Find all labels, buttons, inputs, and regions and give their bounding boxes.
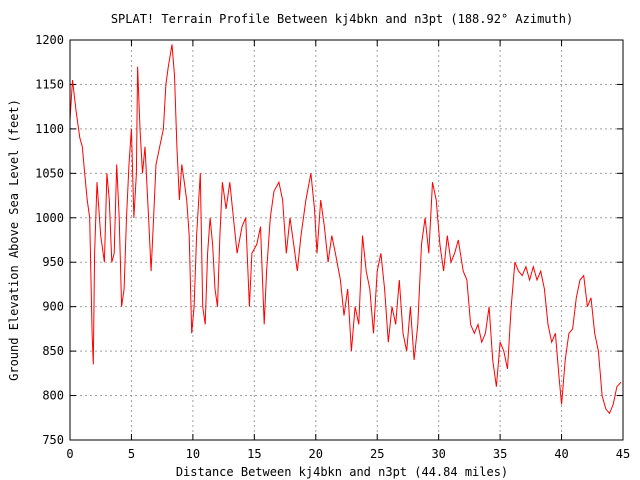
chart-title: SPLAT! Terrain Profile Between kj4bkn an… — [111, 12, 573, 26]
y-tick-label: 750 — [42, 433, 64, 447]
y-tick-label: 1100 — [35, 122, 64, 136]
x-tick-label: 45 — [616, 447, 630, 461]
x-tick-label: 35 — [493, 447, 507, 461]
grid — [70, 40, 623, 440]
y-tick-label: 1150 — [35, 77, 64, 91]
x-tick-label: 0 — [66, 447, 73, 461]
x-tick-label: 5 — [128, 447, 135, 461]
y-axis-label: Ground Elevation Above Sea Level (feet) — [7, 99, 21, 381]
y-tick-label: 850 — [42, 344, 64, 358]
y-tick-label: 900 — [42, 300, 64, 314]
plot-frame — [69, 39, 624, 441]
x-axis-label: Distance Between kj4bkn and n3pt (44.84 … — [176, 465, 508, 479]
terrain-profile-line — [69, 44, 622, 415]
x-tick-label: 30 — [431, 447, 445, 461]
x-tick-label: 10 — [186, 447, 200, 461]
y-tick-label: 1200 — [35, 33, 64, 47]
x-tick-label: 25 — [370, 447, 384, 461]
x-tick-label: 15 — [247, 447, 261, 461]
y-tick-label: 1050 — [35, 166, 64, 180]
y-tick-label: 800 — [42, 389, 64, 403]
y-tick-label: 950 — [42, 255, 64, 269]
axis-ticks: 0 5 10 15 20 25 30 35 40 45 750 800 850 900 950 1000 105… — [35, 33, 630, 461]
x-tick-label: 40 — [554, 447, 568, 461]
x-tick-label: 20 — [309, 447, 323, 461]
y-tick-label: 1000 — [35, 211, 64, 225]
